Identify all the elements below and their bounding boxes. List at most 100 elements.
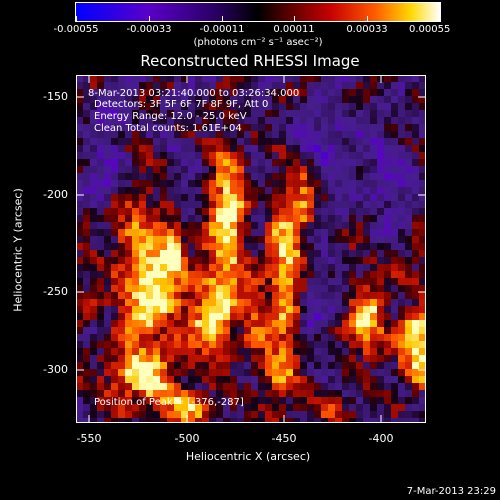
image-pixel <box>258 390 265 397</box>
image-pixel <box>370 355 377 362</box>
image-pixel <box>384 257 391 264</box>
image-pixel <box>314 173 321 180</box>
image-pixel <box>223 390 230 397</box>
image-pixel <box>230 187 237 194</box>
image-pixel <box>237 355 244 362</box>
image-pixel <box>356 404 363 411</box>
image-pixel <box>384 320 391 327</box>
image-pixel <box>300 117 307 124</box>
image-pixel <box>342 250 349 257</box>
image-pixel <box>174 383 181 390</box>
image-pixel <box>258 166 265 173</box>
image-pixel <box>118 194 125 201</box>
image-pixel <box>188 229 195 236</box>
image-pixel <box>419 180 426 187</box>
image-pixel <box>223 299 230 306</box>
image-pixel <box>384 292 391 299</box>
image-pixel <box>160 411 167 418</box>
image-pixel <box>265 96 272 103</box>
image-pixel <box>335 411 342 418</box>
image-pixel <box>398 292 405 299</box>
image-pixel <box>223 306 230 313</box>
image-pixel <box>153 404 160 411</box>
image-pixel <box>398 411 405 418</box>
image-pixel <box>286 362 293 369</box>
image-pixel <box>90 208 97 215</box>
image-pixel <box>405 418 412 423</box>
colorbar-tick <box>438 16 440 21</box>
image-pixel <box>251 131 258 138</box>
image-pixel <box>279 152 286 159</box>
image-pixel <box>181 103 188 110</box>
image-pixel <box>167 369 174 376</box>
image-pixel <box>307 229 314 236</box>
image-pixel <box>181 341 188 348</box>
image-pixel <box>300 411 307 418</box>
image-pixel <box>125 82 132 89</box>
image-pixel <box>174 271 181 278</box>
image-pixel <box>363 236 370 243</box>
image-pixel <box>419 334 426 341</box>
image-pixel <box>384 110 391 117</box>
image-pixel <box>125 313 132 320</box>
image-pixel <box>412 103 419 110</box>
image-pixel <box>244 257 251 264</box>
image-pixel <box>321 103 328 110</box>
image-pixel <box>405 145 412 152</box>
image-pixel <box>181 257 188 264</box>
image-pixel <box>265 222 272 229</box>
image-pixel <box>90 264 97 271</box>
image-pixel <box>251 383 258 390</box>
x-tick-label: -400 <box>368 432 394 445</box>
image-pixel <box>258 306 265 313</box>
image-pixel <box>265 285 272 292</box>
image-pixel <box>111 159 118 166</box>
image-pixel <box>83 166 90 173</box>
image-pixel <box>251 159 258 166</box>
image-pixel <box>160 201 167 208</box>
image-pixel <box>188 376 195 383</box>
image-pixel <box>293 334 300 341</box>
image-pixel <box>272 348 279 355</box>
image-pixel <box>202 369 209 376</box>
image-pixel <box>188 348 195 355</box>
image-pixel <box>76 369 83 376</box>
image-pixel <box>258 271 265 278</box>
image-pixel <box>314 159 321 166</box>
image-pixel <box>216 327 223 334</box>
image-pixel <box>342 292 349 299</box>
image-pixel <box>419 208 426 215</box>
image-pixel <box>237 390 244 397</box>
image-pixel <box>356 271 363 278</box>
image-pixel <box>90 271 97 278</box>
image-pixel <box>104 362 111 369</box>
image-pixel <box>132 152 139 159</box>
image-pixel <box>321 222 328 229</box>
image-pixel <box>216 180 223 187</box>
image-pixel <box>349 215 356 222</box>
image-pixel <box>195 320 202 327</box>
image-pixel <box>83 418 90 423</box>
image-pixel <box>153 285 160 292</box>
image-pixel <box>125 257 132 264</box>
image-pixel <box>251 418 258 423</box>
image-pixel <box>349 110 356 117</box>
image-pixel <box>216 257 223 264</box>
y-tick-label: -300 <box>43 363 68 376</box>
image-pixel <box>286 131 293 138</box>
image-pixel <box>223 117 230 124</box>
image-pixel <box>76 96 83 103</box>
image-pixel <box>377 103 384 110</box>
image-pixel <box>97 411 104 418</box>
image-pixel <box>76 215 83 222</box>
colorbar-tick <box>367 16 369 21</box>
image-pixel <box>272 180 279 187</box>
image-pixel <box>419 89 426 96</box>
image-pixel <box>293 348 300 355</box>
image-pixel <box>244 334 251 341</box>
image-pixel <box>370 320 377 327</box>
image-pixel <box>363 152 370 159</box>
image-pixel <box>293 299 300 306</box>
image-pixel <box>104 75 111 82</box>
image-pixel <box>237 159 244 166</box>
